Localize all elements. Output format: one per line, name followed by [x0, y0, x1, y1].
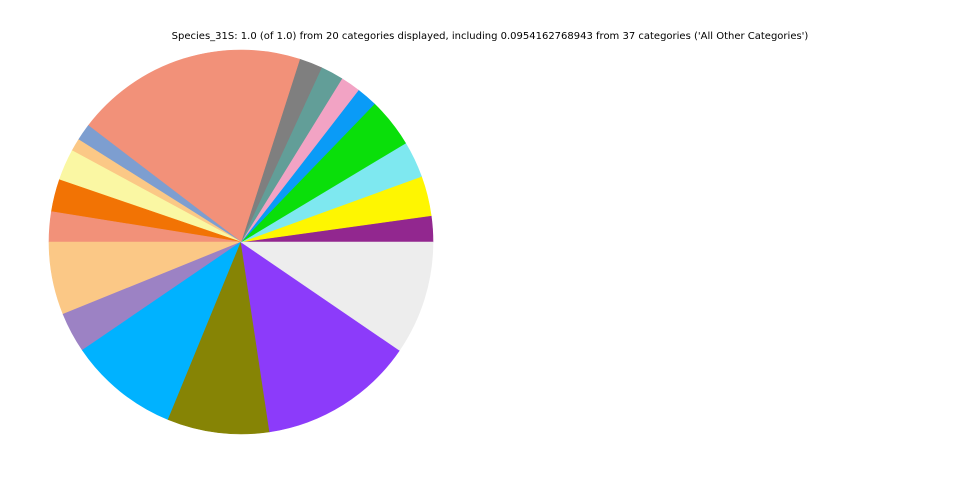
- pie-slice: [87, 49, 301, 243]
- pie-slices: [48, 49, 434, 435]
- pie-slice: [240, 241, 400, 433]
- pie-slice: [81, 241, 242, 421]
- chart-title: Species_31S: 1.0 (of 1.0) from 20 catego…: [171, 31, 809, 42]
- pie-slice: [240, 241, 434, 351]
- pie-slice: [167, 240, 270, 435]
